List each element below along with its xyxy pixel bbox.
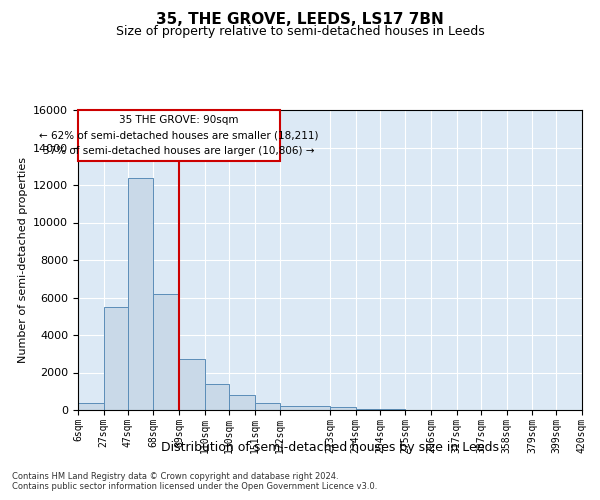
Bar — [380, 408, 406, 410]
Text: 35 THE GROVE: 90sqm
← 62% of semi-detached houses are smaller (18,211)
37% of se: 35 THE GROVE: 90sqm ← 62% of semi-detach… — [39, 114, 319, 156]
Text: Size of property relative to semi-detached houses in Leeds: Size of property relative to semi-detach… — [116, 25, 484, 38]
Bar — [254, 402, 280, 410]
Text: 35, THE GROVE, LEEDS, LS17 7BN: 35, THE GROVE, LEEDS, LS17 7BN — [156, 12, 444, 28]
Bar — [280, 406, 330, 410]
Bar — [104, 307, 128, 410]
Bar — [78, 402, 104, 410]
Bar — [205, 384, 229, 410]
Bar — [179, 360, 205, 410]
Bar — [128, 178, 154, 410]
Bar — [356, 408, 380, 410]
Text: Contains HM Land Registry data © Crown copyright and database right 2024.: Contains HM Land Registry data © Crown c… — [12, 472, 338, 481]
Y-axis label: Number of semi-detached properties: Number of semi-detached properties — [17, 157, 28, 363]
Text: Distribution of semi-detached houses by size in Leeds: Distribution of semi-detached houses by … — [161, 441, 499, 454]
Bar — [330, 407, 356, 410]
Bar — [154, 294, 179, 410]
Text: Contains public sector information licensed under the Open Government Licence v3: Contains public sector information licen… — [12, 482, 377, 491]
Bar — [229, 395, 254, 410]
FancyBboxPatch shape — [78, 110, 280, 160]
